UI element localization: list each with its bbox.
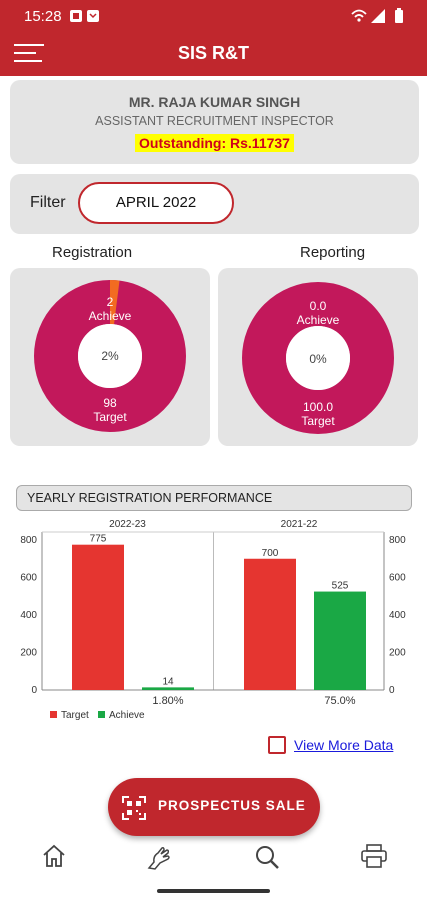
bar-target <box>72 544 124 690</box>
hand-icon[interactable] <box>146 844 172 875</box>
y-tick-left: 200 <box>20 648 37 659</box>
bar-value-label: 525 <box>332 581 349 592</box>
registration-title: Registration <box>52 244 133 261</box>
app-bar: SIS R&T <box>0 32 427 76</box>
legend-swatch <box>50 711 57 718</box>
registration-target: 98 Target <box>93 396 127 424</box>
legend-swatch <box>98 711 105 718</box>
bar-value-label: 700 <box>262 548 279 559</box>
legend-label: Achieve <box>109 710 145 721</box>
status-time: 15:28 <box>24 8 62 25</box>
prospectus-sale-label: PROSPECTUS SALE <box>158 798 306 813</box>
y-tick-right: 800 <box>389 535 406 546</box>
outstanding-badge: Outstanding: Rs.11737 <box>135 134 294 152</box>
y-tick-left: 0 <box>31 685 37 696</box>
notification-icons <box>70 9 114 27</box>
app-title: SIS R&T <box>177 43 249 63</box>
system-gesture-bar <box>157 889 270 893</box>
y-tick-left: 800 <box>20 535 37 546</box>
reporting-donut-card: 0.0 Achieve 0% 100.0 Target <box>218 268 418 446</box>
profile-card: MR. RAJA KUMAR SINGH ASSISTANT RECRUITME… <box>10 80 419 164</box>
reporting-title: Reporting <box>300 244 366 261</box>
reporting-donut <box>242 282 394 434</box>
percent-label: 1.80% <box>152 695 183 707</box>
user-name: MR. RAJA KUMAR SINGH <box>128 94 301 110</box>
registration-achieve: 2 Achieve <box>88 295 132 323</box>
legend-label: Target <box>61 710 89 721</box>
yearly-chart-title: YEARLY REGISTRATION PERFORMANCE <box>16 485 412 511</box>
search-icon[interactable] <box>254 844 280 875</box>
filter-card: Filter APRIL 2022 <box>10 174 419 234</box>
group-label: 2021-22 <box>281 519 318 530</box>
bar-achieve <box>142 687 194 690</box>
group-label: 2022-23 <box>109 519 146 530</box>
print-icon[interactable] <box>361 844 387 873</box>
user-designation: ASSISTANT RECRUITMENT INSPECTOR <box>95 114 334 128</box>
home-icon[interactable] <box>41 844 67 873</box>
status-bar: 15:28 <box>0 0 427 32</box>
y-tick-right: 600 <box>389 573 406 584</box>
y-tick-left: 400 <box>20 610 37 621</box>
month-filter-button[interactable]: APRIL 2022 <box>78 182 234 224</box>
percent-label: 75.0% <box>324 695 355 707</box>
registration-donut <box>34 280 186 432</box>
bottom-navigation <box>0 836 427 880</box>
y-tick-right: 400 <box>389 610 406 621</box>
achieve-slice <box>110 280 120 325</box>
reporting-achieve: 0.0 Achieve <box>296 299 340 327</box>
bar-target <box>244 558 296 690</box>
menu-icon[interactable] <box>14 44 44 64</box>
qr-scan-icon <box>122 796 146 825</box>
y-tick-right: 200 <box>389 648 406 659</box>
prospectus-sale-button[interactable]: PROSPECTUS SALE <box>108 778 320 836</box>
view-more-checkbox[interactable] <box>268 736 286 754</box>
bar-achieve <box>314 591 366 690</box>
filter-label: Filter <box>30 194 66 211</box>
reporting-target: 100.0 Target <box>301 400 335 428</box>
view-more-link[interactable]: View More Data <box>294 737 394 753</box>
y-tick-right: 0 <box>389 685 395 696</box>
reporting-center: 0% <box>309 352 327 366</box>
bar-value-label: 14 <box>162 676 174 687</box>
registration-center: 2% <box>101 349 119 363</box>
y-tick-left: 600 <box>20 573 37 584</box>
registration-donut-card: 2 Achieve 2% 98 Target <box>10 268 210 446</box>
bar-value-label: 775 <box>90 534 107 545</box>
system-icons <box>351 8 407 28</box>
